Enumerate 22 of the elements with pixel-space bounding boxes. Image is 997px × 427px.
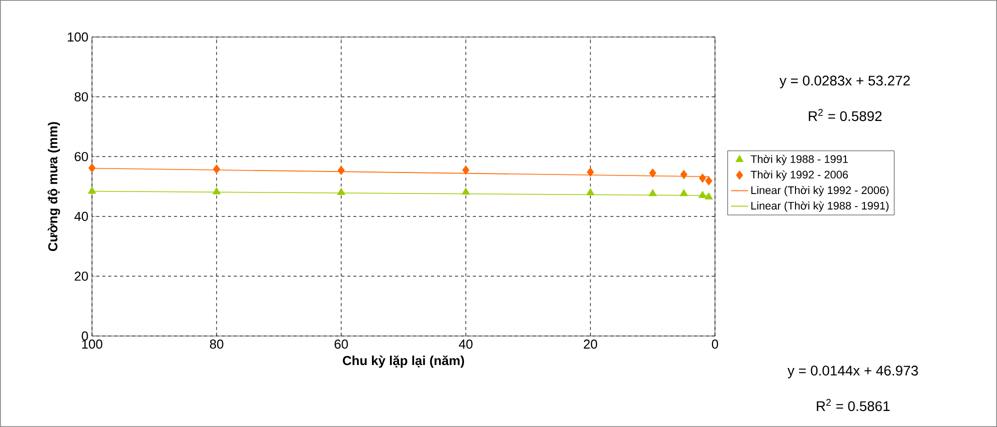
y-tick-label: 20 — [74, 272, 88, 281]
y-tick-label: 60 — [74, 152, 88, 162]
legend-label: Thời kỳ 1992 - 2006 — [750, 170, 848, 181]
y-tick-label: 40 — [74, 212, 88, 221]
legend-label: Thời kỳ 1988 - 1991 — [750, 154, 848, 166]
y-axis-title: Cường độ mưa (mm) — [48, 122, 60, 252]
y-tick-label: 0 — [82, 331, 88, 341]
x-tick-label: 40 — [458, 340, 472, 349]
y-tick-label: 100 — [68, 32, 88, 42]
x-tick-label: 0 — [712, 340, 718, 349]
text: R$^{2}$ = 0.5861 — [816, 398, 890, 412]
text: R$^{2}$ = 0.5892 — [808, 108, 882, 122]
text: y = 0.0283x + 53.272 — [780, 76, 910, 88]
x-axis-title: Chu kỳ lặp lại (năm) — [342, 356, 464, 368]
legend-label: Linear (Thời kỳ 1992 - 2006) — [751, 186, 889, 196]
x-tick-label: 20 — [584, 340, 598, 349]
text: y = 0.0144x + 46.973 — [788, 366, 918, 378]
x-tick-label: 60 — [334, 340, 348, 349]
x-tick-label: 80 — [210, 340, 224, 349]
y-tick-label: 80 — [74, 92, 88, 102]
legend-label: Linear (Thời kỳ 1988 - 1991) — [751, 201, 889, 212]
x-tick-label: 100 — [82, 340, 102, 349]
